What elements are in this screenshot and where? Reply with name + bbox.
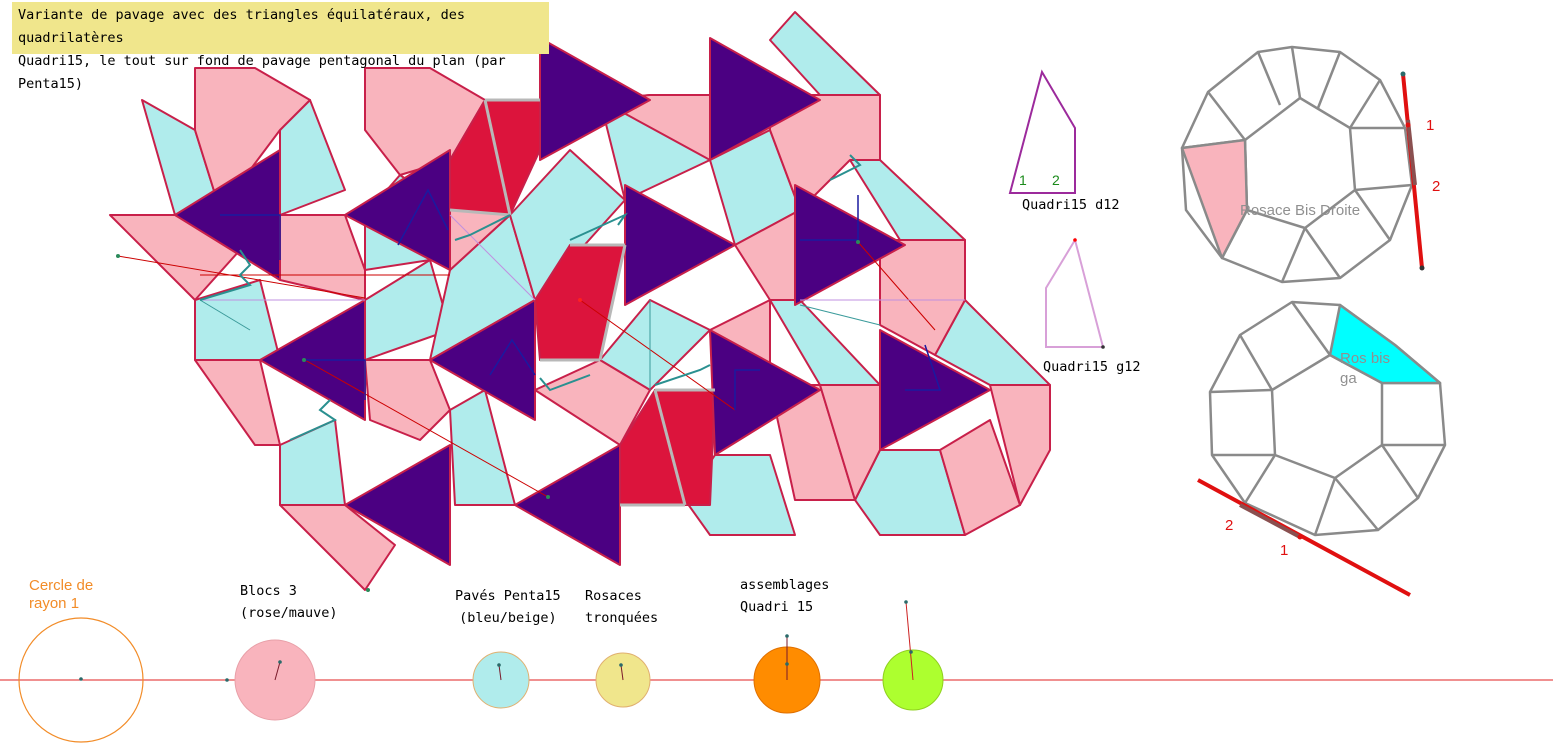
pink-tile [279,504,396,591]
rosaces-label-line-2: tronquées [585,610,659,626]
purple-triangle [624,184,736,306]
control-points [116,240,860,592]
assemblages-label-line-1: assemblages [740,577,830,593]
quadri15-d12-label: Quadri15 d12 [1022,197,1120,213]
pink-tile [879,239,966,356]
pink-tile [769,94,881,211]
control-point[interactable] [1073,238,1077,242]
pink-tile [364,359,451,441]
rosace-top-num-1: 1 [1426,117,1435,134]
ros-bis-ga-label-1: Ros bis [1340,350,1391,367]
rosace-top-num-2: 2 [1432,178,1441,195]
slider-handle[interactable] [619,663,623,667]
cercle-label-line-2: rayon 1 [29,595,80,612]
slider-handle[interactable] [785,634,789,638]
quadri15-d12-shape [1008,69,1076,194]
ros-bis-ga-label-2: ga [1340,370,1357,387]
slider-hand [498,664,502,681]
control-point[interactable] [1101,345,1105,349]
unit-circle [18,617,144,743]
slider-handle[interactable] [904,600,908,604]
paves-label-line-1: Pavés Penta15 [455,588,561,604]
title-box: Variante de pavage avec des triangles éq… [12,2,549,92]
pink-tile [939,419,1021,536]
axis-point[interactable] [1405,122,1411,128]
blocs-label: Blocs 3 (rose/mauve) [240,580,338,624]
cyan-tile [194,279,281,361]
blocs-label-line-1: Blocs 3 [240,583,297,599]
blocs-label-line-2: (rose/mauve) [240,605,338,621]
mirror-segment [1406,119,1417,186]
purple-triangle [514,444,621,566]
slider-hand [905,601,914,681]
paves-label-line-2: (bleu/beige) [459,610,557,626]
paves-label: Pavés Penta15 (bleu/beige) [455,585,561,629]
axis-point[interactable] [1297,534,1303,540]
rosace-bottom-num-2: 2 [1225,517,1234,534]
axis-handle[interactable] [1400,71,1406,77]
quadri-d12-vertex-1: 1 [1019,172,1027,188]
assemblages-label: assemblages Quadri 15 [740,574,829,618]
slider-handle[interactable] [497,663,501,667]
purple-triangle [709,329,821,456]
pink-tile [194,67,311,211]
purple-triangle [709,37,821,161]
rosace-bis-droite [1180,45,1414,284]
rosace-bottom-num-1: 1 [1280,542,1289,559]
purple-triangle [429,299,536,421]
slider-handle[interactable] [909,650,913,654]
pink-tile [194,359,281,446]
quadri-d12-vertex-2: 2 [1052,172,1060,188]
assemblages-label-line-2: Quadri 15 [740,599,814,615]
rosace-bis-gauche [1208,300,1447,537]
title-line-2: Quadri15, le tout sur fond de pavage pen… [18,53,506,92]
purple-triangle [344,444,451,566]
slider-handle[interactable] [278,660,282,664]
mirror-segment [1239,503,1301,539]
pink-tile [989,384,1051,506]
slider-hand [274,661,281,681]
slider-hand [620,664,624,681]
cercle-label: Cercle de rayon 1 [29,577,93,613]
slider-origin[interactable] [225,678,229,682]
blue-paths [220,188,942,410]
cercle-label-line-1: Cercle de [29,577,94,594]
cyan-tile [279,419,346,506]
mirror-axis-bottom [1197,478,1411,597]
quadri15-g12-shape [1045,237,1105,348]
slider-handle[interactable] [785,662,789,666]
rosace-bis-droite-label: Rosace Bis Droite [1240,202,1361,219]
pink-tile [279,214,366,301]
teal-paths [199,154,862,441]
title-line-1: Variante de pavage avec des triangles éq… [18,7,466,46]
purple-triangle [794,184,906,306]
rosaces-label: Rosaces tronquées [585,585,658,629]
unit-circle-center[interactable] [79,677,83,681]
rosaces-label-line-1: Rosaces [585,588,642,604]
pentagon-overlay [449,98,715,507]
axis-handle[interactable] [1419,265,1425,271]
quadri15-g12-label: Quadri15 g12 [1043,359,1141,375]
